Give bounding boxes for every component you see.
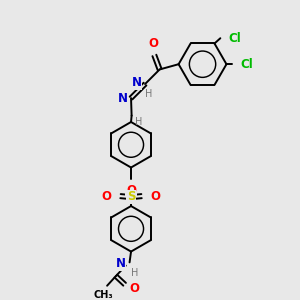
Text: N: N xyxy=(116,257,126,270)
Text: O: O xyxy=(150,190,160,202)
Text: H: H xyxy=(145,89,152,99)
Text: H: H xyxy=(131,268,138,278)
Text: O: O xyxy=(102,190,112,202)
Text: Cl: Cl xyxy=(240,58,253,71)
Text: O: O xyxy=(126,184,136,197)
Text: S: S xyxy=(127,190,135,203)
Text: O: O xyxy=(148,37,158,50)
Text: N: N xyxy=(131,76,142,89)
Text: N: N xyxy=(118,92,128,105)
Text: CH₃: CH₃ xyxy=(94,290,113,299)
Text: O: O xyxy=(130,282,140,295)
Text: H: H xyxy=(135,117,142,127)
Text: Cl: Cl xyxy=(228,32,241,45)
